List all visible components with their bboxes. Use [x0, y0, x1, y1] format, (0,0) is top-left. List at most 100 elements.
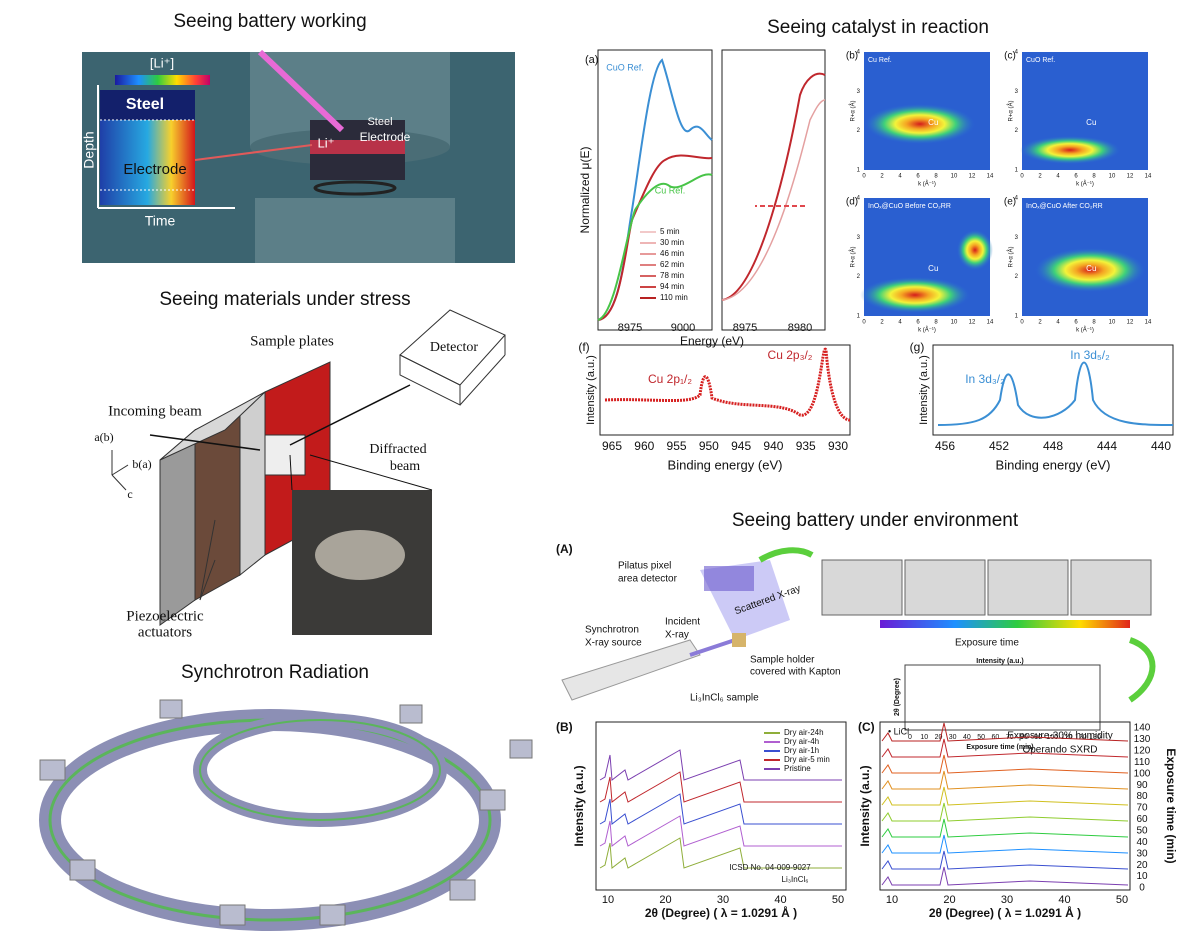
x-tick-label: 4 — [898, 174, 902, 180]
legend-entry: Dry air-1h — [784, 746, 819, 755]
label: k (Å⁻¹) — [918, 181, 936, 188]
label: Steel — [126, 96, 164, 113]
x-tick-label: 8 — [1092, 174, 1096, 180]
x-tick-label: 8 — [1092, 320, 1096, 326]
y2-tick-label: 20 — [1136, 860, 1148, 871]
y-tick-label: 4 — [1015, 196, 1019, 202]
x-tick-label: 945 — [731, 439, 751, 453]
x-tick-label: 30 — [717, 894, 729, 906]
label: beam — [390, 459, 420, 474]
x-tick-label: 4 — [898, 320, 902, 326]
label: Intensity (a.u.) — [858, 765, 872, 846]
section-title: Seeing battery working — [173, 11, 366, 32]
label: Piezoelectric — [126, 608, 204, 624]
pattern-trace — [600, 772, 842, 802]
x-tick-label: 8 — [934, 320, 938, 326]
label: Cu — [1086, 118, 1096, 127]
legend-entry: 46 min — [660, 249, 684, 258]
label: [Li⁺] — [150, 55, 174, 70]
label: b(a) — [132, 457, 151, 471]
x-tick-label: 0 — [1020, 174, 1024, 180]
label: X-ray — [665, 630, 689, 641]
label: Cu Ref. — [868, 57, 892, 64]
label: (C) — [858, 720, 875, 734]
synchrotron-illustration — [40, 700, 532, 925]
label: Exposure time (min) — [1164, 748, 1178, 863]
page: Seeing battery workingSeeing materials u… — [0, 0, 1184, 934]
section-title: Synchrotron Radiation — [181, 662, 369, 683]
y2-tick-label: 0 — [1139, 883, 1145, 894]
label: Cu 2p₁/₂ — [648, 372, 692, 386]
label: Sample plates — [250, 333, 334, 349]
label: Intensity (a.u.) — [572, 765, 586, 846]
y-tick-label: 4 — [1015, 50, 1019, 56]
label: Cu — [928, 118, 938, 127]
y-tick-label: 1 — [1015, 168, 1019, 174]
y-tick-label: 3 — [1015, 89, 1019, 95]
y-tick-label: 3 — [857, 235, 861, 241]
x-tick-label: 0 — [1020, 320, 1024, 326]
x-tick-label: 60 — [991, 734, 999, 741]
x-tick-label: 955 — [667, 439, 687, 453]
x-tick-label: 444 — [1097, 439, 1117, 453]
label: (B) — [556, 720, 573, 734]
stress-illustration — [112, 310, 505, 635]
label: Incoming beam — [108, 403, 202, 419]
y-tick-label: 3 — [857, 89, 861, 95]
label: R+α (Å) — [1008, 101, 1015, 122]
x-tick-label: 6 — [1074, 320, 1078, 326]
figure: Seeing battery workingSeeing materials u… — [0, 0, 1184, 934]
x-tick-label: 8975 — [733, 322, 757, 334]
y2-tick-label: 60 — [1136, 814, 1148, 825]
x-tick-label: 40 — [1058, 894, 1070, 906]
x-tick-label: 8980 — [788, 322, 812, 334]
x-tick-label: 10 — [951, 174, 958, 180]
label: ICSD No. 04-009-9027 — [729, 863, 811, 872]
label: R+α (Å) — [1008, 247, 1015, 268]
x-tick-label: 2 — [1038, 174, 1042, 180]
x-tick-label: 10 — [951, 320, 958, 326]
label: (f) — [578, 340, 589, 354]
pattern-trace — [882, 755, 1128, 773]
x-tick-label: 14 — [987, 320, 994, 326]
y2-tick-label: 40 — [1136, 837, 1148, 848]
label: CuO Ref. — [606, 62, 644, 72]
y2-tick-label: 10 — [1136, 871, 1148, 882]
x-tick-label: 50 — [832, 894, 844, 906]
x-tick-label: 456 — [935, 439, 955, 453]
label: Energy (eV) — [680, 334, 744, 348]
label: CuO Ref. — [1026, 57, 1055, 64]
x-tick-label: 2 — [880, 320, 884, 326]
x-tick-label: 12 — [1127, 320, 1134, 326]
label: 2θ (Degree) — [894, 678, 901, 716]
y2-tick-label: 130 — [1134, 734, 1151, 745]
x-tick-label: 448 — [1043, 439, 1063, 453]
x-tick-label: 9000 — [671, 322, 695, 334]
y2-tick-label: 50 — [1136, 825, 1148, 836]
x-tick-label: 4 — [1056, 320, 1060, 326]
x-tick-label: 0 — [862, 174, 866, 180]
pattern-trace — [882, 787, 1128, 805]
label: Li⁺ — [318, 135, 335, 150]
x-tick-label: 50 — [1116, 894, 1128, 906]
pattern-trace — [882, 851, 1128, 869]
x-tick-label: 4 — [1056, 174, 1060, 180]
label: covered with Kapton — [750, 667, 841, 678]
pattern-trace — [600, 816, 842, 846]
y2-tick-label: 70 — [1136, 803, 1148, 814]
label: Cu 2p₃/₂ — [768, 348, 813, 362]
label: Sample holder — [750, 655, 815, 666]
label: Steel — [367, 116, 392, 128]
label: Pilatus pixel — [618, 561, 671, 572]
label: Depth — [81, 131, 97, 168]
label: R+α (Å) — [850, 101, 857, 122]
label: k (Å⁻¹) — [918, 327, 936, 334]
legend-entry: 94 min — [660, 282, 684, 291]
label: Intensity (a.u.) — [918, 355, 930, 425]
y2-tick-label: 110 — [1134, 757, 1150, 768]
y-tick-label: 3 — [1015, 235, 1019, 241]
x-tick-label: 950 — [699, 439, 719, 453]
label: InOₓ@CuO Before CO₂RR — [868, 203, 951, 210]
wavelet-maps — [860, 52, 1148, 316]
pattern-trace — [882, 819, 1128, 837]
